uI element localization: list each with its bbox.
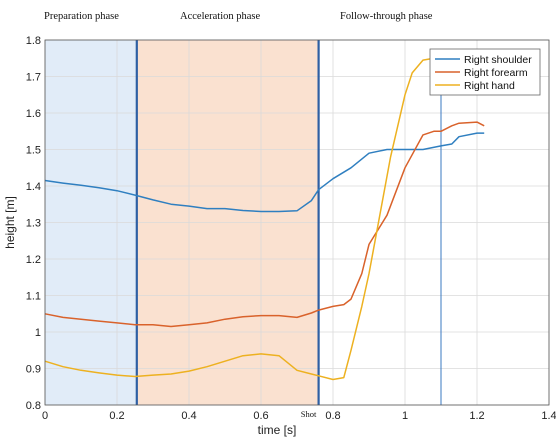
x-tick-label: 0 [42, 410, 48, 422]
plot-frame [44, 39, 550, 406]
y-tick-labels: 0.8 0.9 1 1.1 1.2 1.3 1.4 1.5 1.6 1.7 1.8 [26, 35, 41, 412]
y-tick-label: 1.6 [26, 108, 41, 120]
y-tick-label: 1.2 [26, 254, 41, 266]
y-axis-label: height [m] [3, 196, 17, 249]
phase-label: Acceleration phase [180, 11, 261, 22]
y-tick-label: 1 [35, 327, 41, 339]
shot-label: Shot [301, 409, 317, 419]
series-line [44, 132, 485, 213]
x-tick-label: 0.8 [325, 410, 340, 422]
y-tick-label: 1.5 [26, 145, 41, 157]
y-tick-label: 1.4 [26, 181, 41, 193]
legend-label: Right shoulder [464, 54, 532, 66]
legend-label: Right forearm [464, 67, 528, 79]
x-tick-label: 0.2 [109, 410, 124, 422]
y-tick-label: 1.1 [26, 291, 41, 303]
series-line [44, 57, 434, 381]
y-tick-label: 0.9 [26, 364, 41, 376]
phase-boundary-lines [135, 40, 442, 405]
x-axis-label: time [s] [258, 423, 297, 437]
x-tick-labels: 0 0.2 0.4 0.6 0.8 1 1.2 1.4 [42, 410, 556, 422]
y-tick-label: 1.3 [26, 218, 41, 230]
y-tick-label: 0.8 [26, 400, 41, 412]
y-tick-label: 1.8 [26, 35, 41, 47]
legend-label: Right hand [464, 80, 515, 92]
y-tick-label: 1.7 [26, 72, 41, 84]
series-lines [44, 57, 485, 381]
series-line [44, 121, 485, 328]
phase-label: Preparation phase [44, 11, 119, 22]
x-tick-label: 0.4 [181, 410, 196, 422]
phase-labels: Preparation phase Acceleration phase Follo… [44, 11, 433, 22]
x-tick-label: 1.4 [541, 410, 556, 422]
phase-label: Follow-through phase [340, 11, 433, 22]
x-tick-label: 1.2 [469, 410, 484, 422]
x-tick-label: 0.6 [253, 410, 268, 422]
x-tick-label: 1 [402, 410, 408, 422]
